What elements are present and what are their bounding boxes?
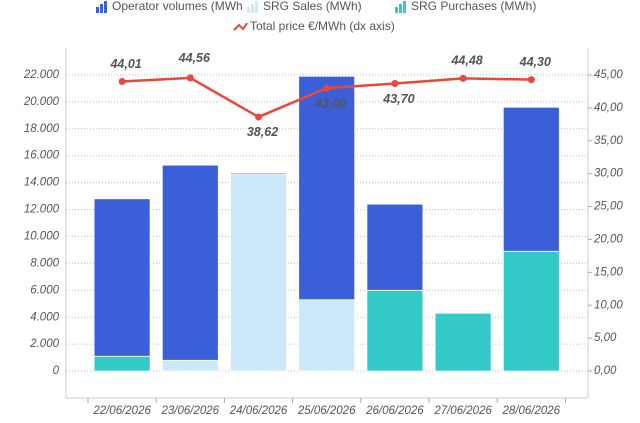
y-tick-label: 18.000 — [24, 123, 60, 135]
legend-label: Operator volumes (MWh — [112, 0, 243, 13]
data-label: 44,48 — [450, 54, 482, 68]
y2-tick-label: 25,00 — [593, 201, 623, 213]
legend-icon — [399, 4, 402, 13]
bar-segment — [161, 359, 219, 372]
x-tick-label: 25/06/2026 — [297, 405, 356, 417]
y-tick-label: 16.000 — [24, 150, 60, 162]
x-tick-label: 26/06/2026 — [365, 405, 424, 417]
y-tick-label: 2.000 — [29, 338, 59, 350]
bar-segment — [434, 312, 492, 372]
legend-icon — [100, 4, 103, 13]
legend-icon — [403, 1, 406, 13]
y2-tick-label: 40,00 — [594, 102, 623, 114]
data-label: 44,56 — [178, 51, 211, 65]
y-tick-label: 8.000 — [30, 257, 59, 269]
y2-tick-label: 30,00 — [594, 168, 623, 180]
y-tick-label: 20.000 — [23, 96, 60, 108]
legend-label: SRG Sales (MWh) — [263, 0, 362, 13]
y2-tick-label: 0,00 — [594, 365, 617, 377]
bar-segment — [298, 299, 356, 372]
x-tick-label: 22/06/2026 — [92, 405, 151, 417]
x-tick-label: 27/06/2026 — [433, 405, 492, 417]
price-point — [186, 74, 194, 82]
y2-tick-label: 35,00 — [594, 135, 623, 147]
y-tick-label: 0 — [53, 365, 60, 377]
y-tick-label: 6.000 — [30, 284, 59, 296]
bar-segment — [161, 164, 219, 361]
bar-segment — [502, 106, 560, 252]
data-label: 38,62 — [247, 125, 278, 139]
bar-segment — [366, 203, 424, 291]
y-tick-label: 12.000 — [24, 204, 60, 216]
y2-tick-label: 15,00 — [594, 266, 623, 278]
price-point — [391, 80, 399, 88]
y2-tick-label: 45,00 — [594, 69, 623, 81]
y-tick-label: 4.000 — [30, 311, 59, 323]
legend-label: SRG Purchases (MWh) — [411, 0, 536, 13]
legend-icon — [96, 7, 99, 13]
bar-segment — [93, 198, 151, 357]
data-label: 44,01 — [109, 57, 141, 71]
legend-icon — [395, 7, 398, 13]
legend-icon — [104, 1, 107, 13]
legend-icon — [255, 1, 258, 13]
bar-segment — [230, 172, 287, 175]
y-tick-label: 22.000 — [23, 69, 60, 81]
data-label: 43,70 — [382, 92, 414, 106]
y2-tick-label: 5,00 — [594, 332, 617, 344]
price-point — [118, 77, 126, 85]
legend-icon — [251, 4, 254, 13]
bar-segment — [230, 174, 287, 372]
legend-label: Total price €/MWh (dx axis) — [250, 19, 395, 33]
data-label: 43,00 — [314, 96, 346, 110]
x-tick-label: 24/06/2026 — [229, 405, 288, 417]
y-tick-label: 10.000 — [24, 230, 60, 242]
bar-segment — [298, 75, 356, 301]
price-point — [323, 84, 331, 92]
legend-icon — [247, 7, 250, 13]
bar-segment — [93, 355, 151, 372]
price-point — [459, 74, 467, 82]
y-tick-label: 14.000 — [24, 177, 60, 189]
price-point — [527, 76, 535, 84]
x-tick-label: 23/06/2026 — [161, 405, 220, 417]
price-point — [255, 113, 262, 121]
x-tick-label: 28/06/2026 — [502, 405, 561, 417]
bar-segment — [502, 250, 560, 372]
y2-tick-label: 20,00 — [593, 233, 623, 245]
y2-tick-label: 10,00 — [594, 299, 623, 311]
bar-segment — [366, 289, 424, 372]
legend-icon — [233, 22, 248, 31]
data-label: 44,30 — [519, 55, 551, 69]
